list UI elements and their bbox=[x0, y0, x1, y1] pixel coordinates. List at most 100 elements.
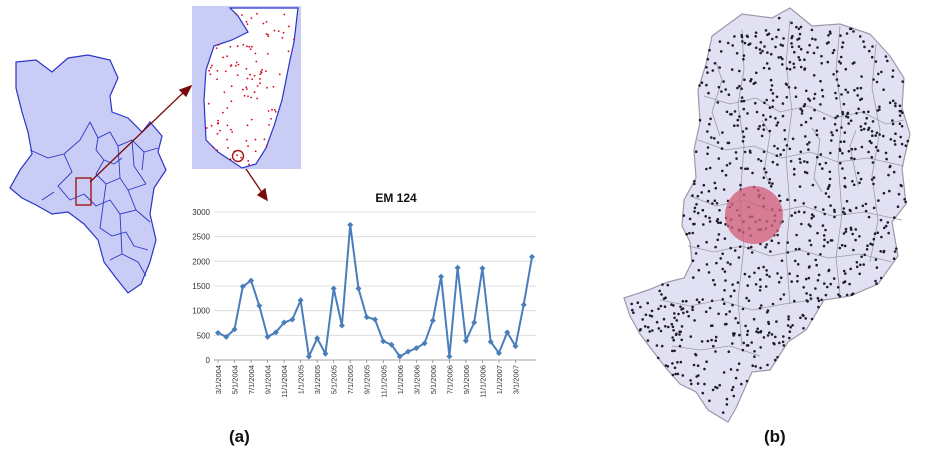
station-dot bbox=[731, 385, 735, 389]
station-dot bbox=[798, 157, 802, 161]
inset-station-dot bbox=[207, 102, 210, 105]
inset-station-dot bbox=[208, 69, 211, 72]
station-dot bbox=[720, 147, 724, 150]
station-dot bbox=[851, 292, 855, 296]
x-tick-label: 5/1/2006 bbox=[429, 365, 438, 394]
station-dot bbox=[696, 364, 700, 368]
station-dot bbox=[872, 182, 875, 186]
station-dot bbox=[728, 310, 731, 313]
station-dot bbox=[799, 65, 803, 69]
station-dot bbox=[763, 167, 766, 171]
station-dot bbox=[817, 299, 821, 303]
station-dot bbox=[729, 262, 732, 266]
inset-station-dot bbox=[254, 138, 257, 141]
station-dot bbox=[759, 346, 762, 349]
station-dot bbox=[877, 72, 880, 76]
station-dot bbox=[866, 244, 869, 247]
data-point bbox=[438, 273, 445, 280]
station-dot bbox=[859, 177, 863, 181]
station-dot bbox=[854, 238, 857, 242]
station-dot bbox=[862, 127, 866, 131]
station-dot bbox=[806, 51, 809, 54]
station-dot bbox=[718, 40, 722, 43]
district-map-outline bbox=[9, 54, 167, 294]
inset-station-dot bbox=[265, 33, 268, 35]
station-dot bbox=[713, 62, 717, 65]
station-dot bbox=[724, 279, 727, 282]
x-tick-label: 3/1/2005 bbox=[313, 365, 322, 394]
inset-station-dot bbox=[274, 110, 277, 113]
station-dot bbox=[759, 51, 762, 55]
inset-station-dot bbox=[209, 66, 212, 69]
station-dot bbox=[838, 147, 842, 151]
station-dot bbox=[678, 330, 681, 334]
station-dot bbox=[893, 139, 896, 143]
station-dot bbox=[886, 59, 889, 63]
station-dot bbox=[705, 66, 708, 69]
station-dot bbox=[856, 94, 859, 97]
station-dot bbox=[674, 333, 678, 337]
station-dot bbox=[631, 308, 634, 312]
station-dot bbox=[900, 142, 904, 146]
station-dot bbox=[777, 56, 780, 59]
station-dot bbox=[754, 35, 757, 38]
station-dot bbox=[790, 21, 793, 25]
station-dot bbox=[755, 71, 758, 75]
station-dot bbox=[807, 252, 810, 256]
station-dot bbox=[705, 240, 708, 244]
station-dot bbox=[820, 62, 823, 65]
x-tick-label: 11/1/2006 bbox=[478, 365, 487, 398]
station-dot bbox=[853, 61, 856, 64]
station-dot bbox=[763, 45, 766, 48]
station-dot bbox=[790, 214, 793, 217]
station-dot bbox=[860, 128, 863, 132]
station-dot bbox=[734, 151, 738, 154]
station-dot bbox=[765, 62, 769, 65]
station-dot bbox=[733, 110, 737, 113]
station-dot bbox=[702, 223, 705, 226]
station-dot bbox=[716, 386, 719, 390]
station-dot bbox=[839, 140, 843, 144]
station-dot bbox=[758, 124, 761, 128]
station-dot bbox=[721, 411, 725, 414]
station-dot bbox=[710, 338, 713, 342]
station-dot bbox=[774, 335, 777, 339]
station-dot bbox=[834, 116, 837, 120]
data-point bbox=[454, 264, 461, 271]
station-dot bbox=[833, 215, 836, 219]
station-arrow-head bbox=[256, 187, 268, 202]
station-dot bbox=[666, 283, 670, 287]
station-dot bbox=[723, 270, 727, 273]
station-dot bbox=[670, 303, 673, 306]
station-dot bbox=[832, 277, 836, 280]
station-dot bbox=[884, 55, 888, 58]
station-dot bbox=[802, 286, 805, 289]
station-dot bbox=[839, 34, 842, 37]
panel-b-label: (b) bbox=[764, 427, 786, 446]
station-dot bbox=[765, 98, 768, 102]
station-dot bbox=[772, 341, 775, 345]
station-dot bbox=[833, 208, 836, 212]
station-dot bbox=[888, 189, 891, 193]
station-dot bbox=[777, 16, 781, 20]
station-dot bbox=[708, 216, 711, 220]
station-dot bbox=[703, 367, 706, 371]
inset-station-dot bbox=[246, 77, 249, 80]
station-dot bbox=[813, 108, 816, 112]
station-dot bbox=[776, 356, 779, 359]
station-dot bbox=[769, 52, 773, 56]
station-dot bbox=[737, 256, 741, 259]
station-dot bbox=[847, 149, 851, 153]
station-dot bbox=[762, 265, 765, 269]
station-dot bbox=[708, 48, 711, 52]
station-dot bbox=[720, 90, 723, 93]
station-dot bbox=[782, 148, 785, 152]
station-dot bbox=[702, 183, 706, 187]
station-dot bbox=[846, 111, 850, 115]
station-dot bbox=[673, 316, 676, 320]
station-dot bbox=[741, 348, 745, 352]
station-dot bbox=[727, 93, 731, 96]
station-dot bbox=[701, 208, 705, 212]
station-dot bbox=[717, 221, 720, 225]
inset-station-dot bbox=[249, 48, 252, 50]
